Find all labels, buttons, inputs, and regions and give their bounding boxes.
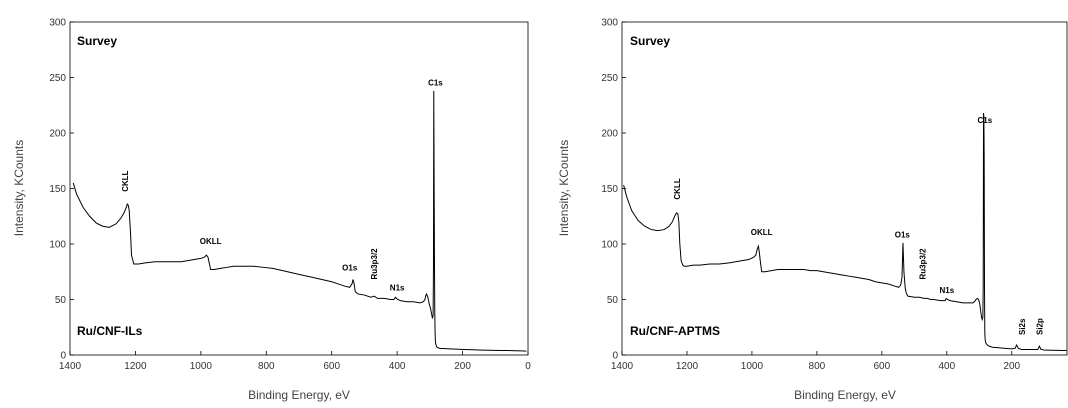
plot-frame — [69, 21, 529, 356]
y-axis-label: Intensity, KCounts — [557, 140, 571, 237]
peak-label: Ru3p3/2 — [370, 248, 379, 280]
y-axis-ticks: 0 50 100 150 200 250 300 — [601, 18, 626, 362]
y-tick-label: 100 — [49, 240, 66, 251]
y-tick-label: 100 — [601, 240, 618, 251]
x-tick-label: 1200 — [124, 361, 147, 372]
peak-label: Si2p — [1036, 318, 1045, 335]
x-tick-label: 0 — [525, 361, 531, 372]
chart-title: Survey — [630, 34, 670, 48]
peak-label: O1s — [342, 264, 358, 273]
x-tick-label: 200 — [1003, 361, 1020, 372]
peak-label: O1s — [895, 230, 911, 239]
peak-annotations: C1s CKLL OKLL O1s Ru3p3/2 N1s — [121, 78, 443, 292]
y-tick-label: 0 — [612, 351, 618, 362]
x-tick-label: 800 — [809, 361, 826, 372]
y-tick-label: 300 — [601, 18, 618, 29]
y-tick-label: 50 — [55, 295, 67, 306]
x-tick-label: 1400 — [59, 361, 82, 372]
y-tick-label: 150 — [601, 184, 618, 195]
y-tick-label: 200 — [601, 129, 618, 140]
x-tick-label: 200 — [454, 361, 471, 372]
peak-label: C1s — [428, 78, 443, 87]
peak-label: C1s — [977, 116, 992, 125]
y-tick-label: 0 — [60, 351, 66, 362]
x-tick-label: 400 — [938, 361, 955, 372]
y-tick-label: 200 — [49, 129, 66, 140]
x-axis-label: Binding Energy, eV — [248, 388, 350, 402]
left-survey-chart: 0 50 100 150 200 250 300 1400 1200 1000 800 600 400… — [12, 18, 531, 403]
peak-label: Ru3p3/2 — [919, 248, 928, 280]
chart-title: Survey — [77, 34, 117, 48]
right-survey-chart: 0 50 100 150 200 250 300 1400 1200 1000 800 600 400… — [557, 18, 1068, 402]
peak-annotations: C1s CKLL OKLL O1s Ru3p3/2 N1s Si2s Si2p — [673, 116, 1045, 335]
peak-label: Si2s — [1018, 318, 1027, 335]
x-tick-label: 1000 — [190, 361, 213, 372]
spectrum-line — [623, 112, 1067, 352]
x-tick-label: 600 — [323, 361, 340, 372]
peak-label: OKLL — [200, 237, 222, 246]
x-axis-label: Binding Energy, eV — [794, 388, 896, 402]
x-tick-label: 1000 — [741, 361, 764, 372]
spectrum-line — [72, 90, 527, 352]
peak-label: OKLL — [751, 228, 773, 237]
y-tick-label: 250 — [601, 73, 618, 84]
x-axis-ticks: 1400 1200 1000 800 600 400 200 — [611, 351, 1021, 372]
y-axis-ticks: 0 50 100 150 200 250 300 — [49, 18, 74, 362]
x-tick-label: 1200 — [676, 361, 699, 372]
x-tick-label: 600 — [874, 361, 891, 372]
x-tick-label: 800 — [258, 361, 275, 372]
y-tick-label: 150 — [49, 184, 66, 195]
sample-label: Ru/CNF-ILs — [77, 324, 143, 338]
peak-label: N1s — [939, 286, 954, 295]
x-tick-label: 400 — [389, 361, 406, 372]
plot-frame — [621, 21, 1068, 356]
y-tick-label: 300 — [49, 18, 66, 29]
y-tick-label: 50 — [607, 295, 619, 306]
peak-label: CKLL — [121, 170, 130, 191]
x-axis-ticks: 1400 1200 1000 800 600 400 200 0 — [59, 351, 531, 372]
peak-label: N1s — [390, 284, 405, 293]
peak-label: CKLL — [673, 178, 682, 199]
y-tick-label: 250 — [49, 73, 66, 84]
y-axis-label: Intensity, KCounts — [12, 140, 26, 237]
x-tick-label: 1400 — [611, 361, 634, 372]
sample-label: Ru/CNF-APTMS — [630, 324, 720, 338]
